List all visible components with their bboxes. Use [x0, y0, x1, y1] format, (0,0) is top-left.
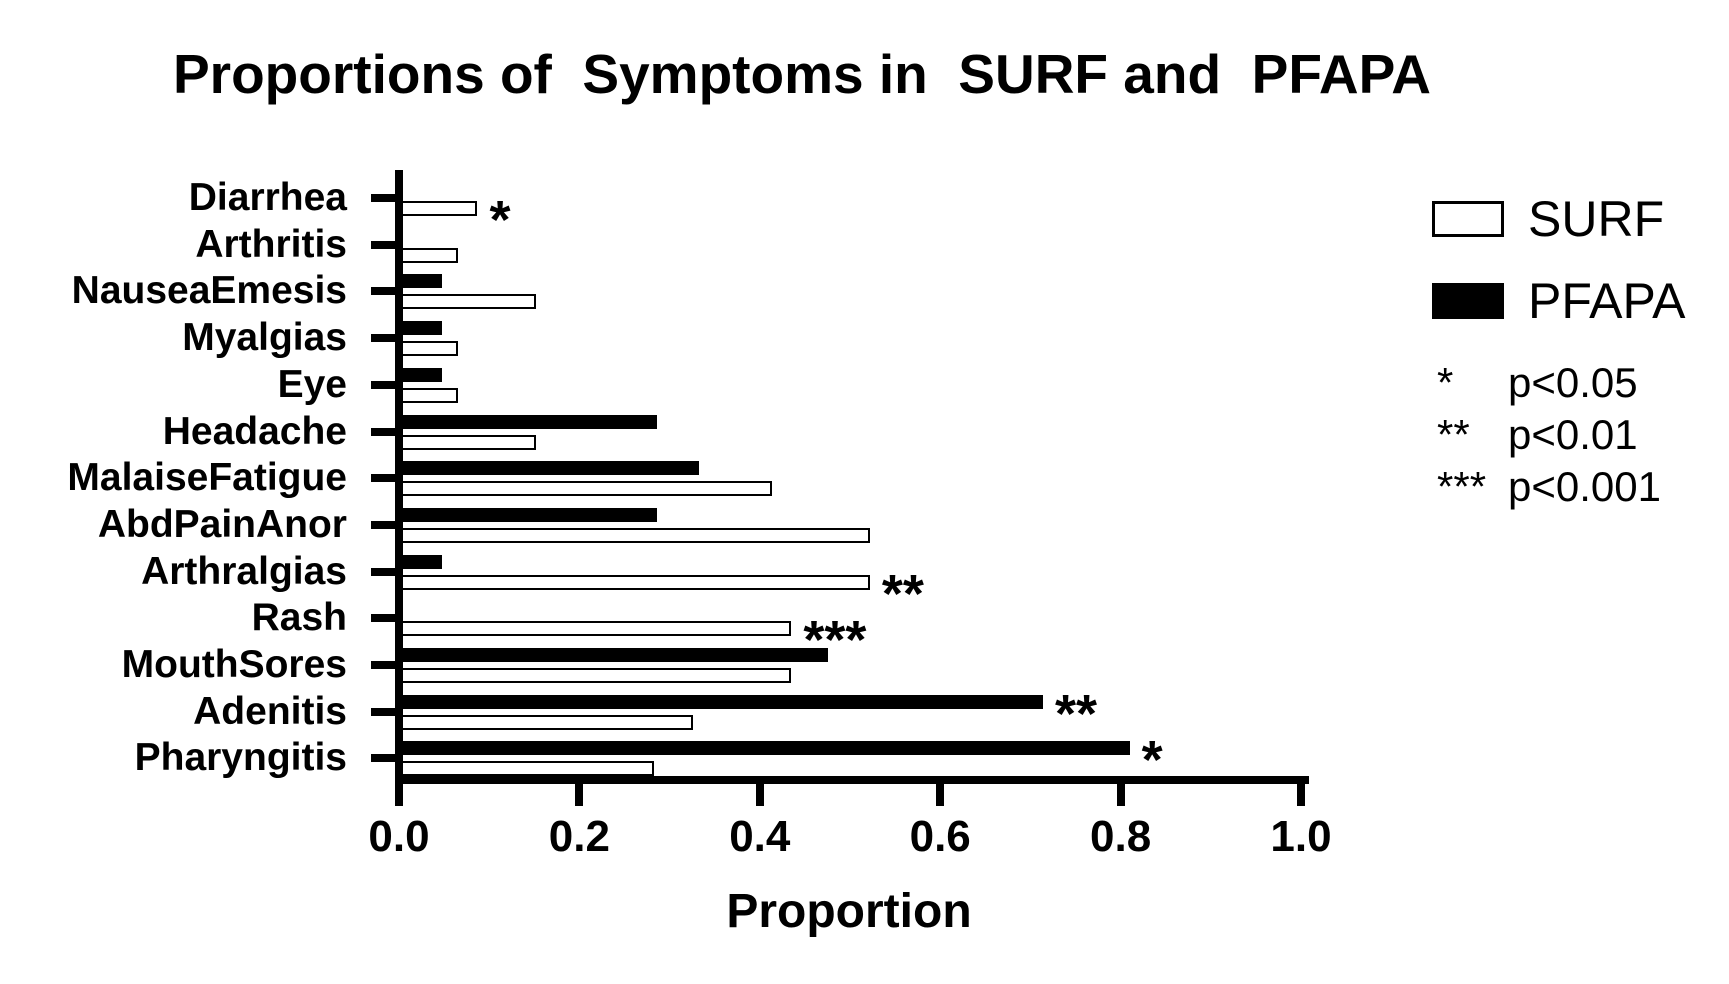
- legend-swatch-surf: [1432, 201, 1504, 237]
- bar-pfapa: [399, 554, 442, 569]
- legend-label-surf: SURF: [1528, 191, 1665, 247]
- sig-key-symbol: **: [1437, 411, 1470, 458]
- bar-pfapa: [399, 648, 828, 662]
- category-label: Pharyngitis: [134, 736, 347, 780]
- category-label: Adenitis: [193, 689, 347, 733]
- x-tick: [395, 784, 403, 806]
- significance-marker: *: [1141, 730, 1163, 791]
- significance-marker: **: [881, 563, 924, 624]
- y-tick: [371, 661, 398, 669]
- category-label: Headache: [162, 409, 347, 453]
- bar-surf: [399, 714, 693, 730]
- x-tick-label: 0.8: [1090, 812, 1152, 861]
- bar-pfapa: [399, 741, 1130, 756]
- x-tick: [755, 784, 764, 806]
- x-tick: [1297, 784, 1305, 806]
- bar-pfapa: [399, 414, 657, 429]
- bar-surf: [399, 574, 870, 590]
- x-tick-label: 0.6: [909, 812, 971, 861]
- bar-surf: [399, 481, 772, 497]
- category-label: NauseaEmesis: [71, 269, 347, 313]
- bar-surf: [399, 387, 458, 403]
- category-label: MouthSores: [121, 643, 347, 686]
- y-tick: [371, 334, 398, 343]
- significance-marker: ***: [803, 610, 867, 671]
- bar-pfapa: [399, 694, 1043, 709]
- bar-surf: [399, 527, 870, 543]
- legend-swatch-pfapa: [1432, 283, 1504, 319]
- y-tick: [371, 614, 398, 623]
- sig-key-meaning: p<0.05: [1508, 359, 1638, 406]
- category-label: Arthritis: [195, 222, 347, 266]
- category-label: Rash: [251, 596, 347, 640]
- y-tick: [371, 380, 398, 389]
- x-tick-label: 0.2: [548, 812, 610, 861]
- sig-key-symbol: ***: [1437, 463, 1487, 510]
- x-axis-title: Proportion: [726, 885, 972, 938]
- bar-pfapa: [399, 367, 442, 382]
- y-tick: [371, 287, 398, 296]
- y-tick: [371, 474, 398, 483]
- y-tick: [371, 520, 398, 529]
- significance-marker: *: [489, 190, 511, 250]
- category-label: MalaiseFatigue: [67, 456, 347, 500]
- bar-surf: [399, 621, 791, 637]
- bar-surf: [399, 201, 477, 216]
- bar-surf: [399, 247, 458, 263]
- category-label: Eye: [277, 362, 347, 406]
- bar-surf: [399, 434, 536, 450]
- bar-surf: [399, 761, 654, 777]
- y-axis-line: [395, 170, 403, 806]
- bar-surf: [399, 294, 536, 310]
- y-tick: [371, 194, 398, 202]
- category-label: AbdPainAnor: [97, 502, 347, 546]
- y-tick: [371, 707, 398, 716]
- significance-marker: **: [1055, 683, 1098, 744]
- y-tick: [371, 754, 398, 763]
- sig-key-symbol: *: [1437, 359, 1454, 406]
- category-label: Myalgias: [182, 316, 347, 360]
- bar-pfapa: [399, 274, 442, 289]
- legend-label-pfapa: PFAPA: [1528, 273, 1686, 329]
- bar-pfapa: [399, 321, 442, 336]
- y-tick: [371, 567, 398, 576]
- x-tick-label: 1.0: [1270, 812, 1332, 861]
- x-axis-line: [395, 776, 1309, 784]
- bar-pfapa: [399, 461, 699, 476]
- chart-title: Proportions of Symptoms in SURF and PFAP…: [173, 43, 1431, 105]
- category-label: Arthralgias: [141, 549, 347, 593]
- x-tick: [575, 784, 584, 806]
- x-tick-label: 0.4: [729, 812, 791, 861]
- bar-surf: [399, 341, 458, 357]
- x-tick: [936, 784, 945, 806]
- x-tick-label: 0.0: [368, 812, 430, 861]
- y-tick: [371, 240, 398, 249]
- sig-key-meaning: p<0.001: [1508, 463, 1661, 510]
- x-tick: [1116, 784, 1125, 806]
- y-tick: [371, 427, 398, 436]
- bar-surf: [399, 668, 791, 683]
- sig-key-meaning: p<0.01: [1508, 411, 1638, 458]
- bar-pfapa: [399, 507, 657, 522]
- category-label: Diarrhea: [188, 176, 347, 219]
